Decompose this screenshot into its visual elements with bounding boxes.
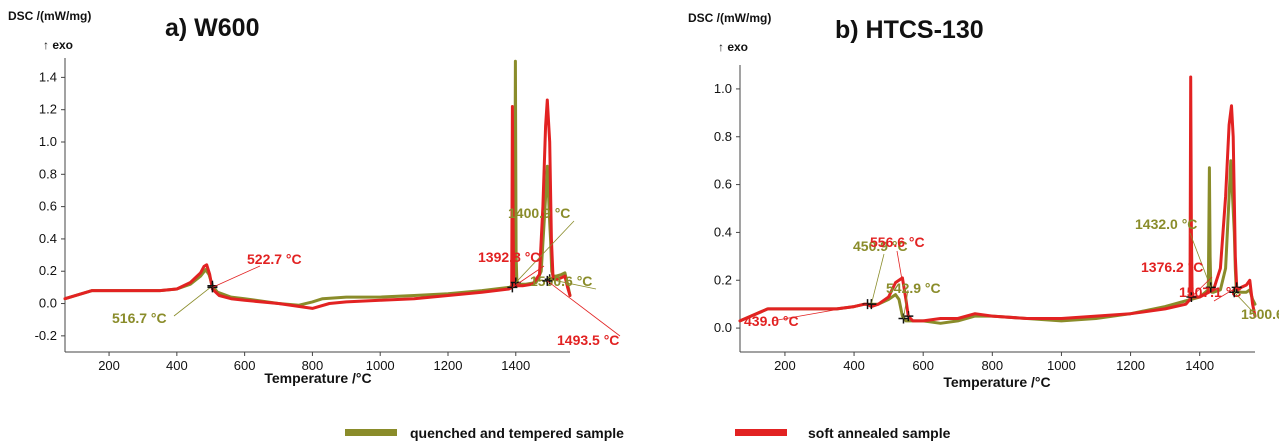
chart-title: a) W600 bbox=[165, 14, 259, 42]
onset-marker bbox=[1205, 282, 1216, 293]
y-tick-label: 1.0 bbox=[714, 81, 732, 96]
x-tick-label: 1400 bbox=[501, 358, 530, 373]
y-tick-label: 0.0 bbox=[714, 320, 732, 335]
y-tick-label: 1.2 bbox=[39, 102, 57, 117]
y-tick-label: 1.0 bbox=[39, 134, 57, 149]
x-tick-label: 800 bbox=[302, 358, 324, 373]
y-tick-label: 0.2 bbox=[714, 272, 732, 287]
onset-marker bbox=[903, 311, 914, 322]
annotation-leader-line bbox=[896, 250, 909, 317]
onset-marker bbox=[1186, 291, 1197, 302]
x-tick-label: 600 bbox=[234, 358, 256, 373]
chart-panel-a: DSC /(mW/mg) ↑ exo a) W600 Temperature /… bbox=[8, 9, 621, 386]
onset-marker bbox=[898, 313, 909, 324]
chart-panel-b: DSC /(mW/mg) ↑ exo b) HTCS-130 Temperatu… bbox=[688, 11, 1279, 390]
y-tick-label: 0.6 bbox=[714, 177, 732, 192]
annotation-leader-line bbox=[549, 278, 597, 290]
y-axis-label: DSC /(mW/mg) bbox=[688, 11, 771, 25]
x-tick-label: 1000 bbox=[1047, 358, 1076, 373]
temperature-annotation: 542.9 °C bbox=[886, 280, 941, 296]
x-tick-label: 400 bbox=[166, 358, 188, 373]
y-tick-label: 0.8 bbox=[714, 129, 732, 144]
onset-marker bbox=[207, 282, 218, 293]
legend: quenched and tempered sample soft anneal… bbox=[345, 425, 951, 441]
annotation-leader-line bbox=[1213, 287, 1237, 302]
annotation-leader-line bbox=[903, 289, 909, 319]
series-line-quenched-and-tempered bbox=[738, 159, 1257, 325]
x-tick-label: 400 bbox=[843, 358, 865, 373]
chart-title: b) HTCS-130 bbox=[835, 16, 984, 44]
temperature-annotation: 1400.9 °C bbox=[508, 205, 570, 221]
series-line-quenched-and-tempered bbox=[63, 59, 572, 307]
x-axis-label: Temperature /°C bbox=[943, 374, 1050, 390]
legend-swatch-quenched bbox=[345, 429, 397, 436]
annotation-leader-line bbox=[1189, 232, 1212, 288]
temperature-annotation: 516.7 °C bbox=[112, 310, 167, 326]
temperature-annotation: 1392.8 °C bbox=[478, 249, 540, 265]
temperature-annotation: 1507.1 °C bbox=[1179, 284, 1241, 300]
temperature-annotation: 1500.6 °C bbox=[530, 273, 592, 289]
exo-direction-label: ↑ exo bbox=[718, 40, 748, 54]
y-tick-label: 0.8 bbox=[39, 166, 57, 181]
x-tick-label: 1200 bbox=[434, 358, 463, 373]
series-line-soft-annealed bbox=[63, 98, 572, 310]
annotation-leader-line bbox=[1233, 291, 1256, 315]
y-tick-label: 0.0 bbox=[39, 296, 57, 311]
temperature-annotation: 556.6 °C bbox=[870, 234, 925, 250]
temperature-annotation: 522.7 °C bbox=[247, 251, 302, 267]
x-tick-label: 1200 bbox=[1116, 358, 1145, 373]
y-axis-label: DSC /(mW/mg) bbox=[8, 9, 91, 23]
temperature-annotation: 1432.0 °C bbox=[1135, 216, 1197, 232]
annotation-leader-line bbox=[547, 280, 621, 337]
x-tick-label: 1400 bbox=[1185, 358, 1214, 373]
x-axis-label: Temperature /°C bbox=[264, 370, 371, 386]
annotation-leader-line bbox=[1191, 276, 1213, 298]
onset-marker bbox=[1229, 287, 1240, 298]
annotation-leader-line bbox=[870, 253, 885, 305]
x-tick-label: 200 bbox=[774, 358, 796, 373]
x-tick-label: 600 bbox=[912, 358, 934, 373]
annotation-leader-line bbox=[173, 285, 213, 317]
temperature-annotation: 1500.6 °C bbox=[1241, 306, 1279, 322]
exo-direction-label: ↑ exo bbox=[43, 38, 73, 52]
temperature-annotation: 450.9 °C bbox=[853, 238, 908, 254]
x-tick-label: 200 bbox=[98, 358, 120, 373]
annotation-leader-line bbox=[512, 265, 545, 288]
y-tick-label: 0.2 bbox=[39, 263, 57, 278]
legend-swatch-soft-annealed bbox=[735, 429, 787, 436]
annotation-leader-line bbox=[212, 265, 261, 288]
legend-label-soft-annealed: soft annealed sample bbox=[808, 425, 951, 441]
temperature-annotation: 1376.2 °C bbox=[1141, 259, 1203, 275]
x-tick-label: 800 bbox=[981, 358, 1003, 373]
y-tick-label: 0.6 bbox=[39, 199, 57, 214]
y-tick-label: 1.4 bbox=[39, 69, 57, 84]
annotation-leader-line bbox=[771, 303, 868, 322]
annotation-leader-line bbox=[515, 220, 575, 283]
x-tick-label: 1000 bbox=[366, 358, 395, 373]
temperature-annotation: 1493.5 °C bbox=[557, 332, 619, 348]
y-tick-label: 0.4 bbox=[714, 224, 732, 239]
y-tick-label: -0.2 bbox=[35, 328, 57, 343]
y-tick-label: 0.4 bbox=[39, 231, 57, 246]
series-line-soft-annealed bbox=[738, 75, 1257, 323]
legend-label-quenched: quenched and tempered sample bbox=[410, 425, 624, 441]
temperature-annotation: 439.0 °C bbox=[744, 313, 799, 329]
